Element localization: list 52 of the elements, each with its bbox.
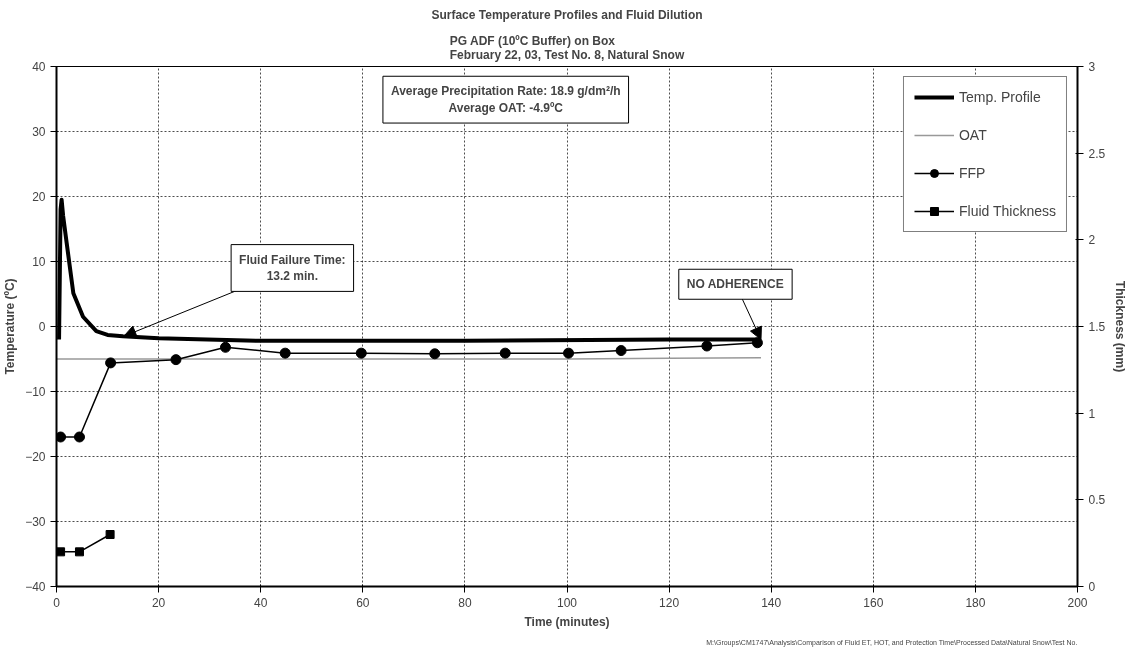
y-tick-label: −30 (25, 515, 46, 529)
x-tick-label: 100 (556, 595, 578, 610)
point (429, 348, 441, 360)
x-tick-label: 0 (53, 595, 61, 610)
annotation: Average Precipitation Rate: 18.9 g/dm²/h Average OAT: -4.9ºC (390, 84, 621, 116)
y-tick-label: 30 (32, 125, 46, 139)
chart-subtitle: PG ADF (10ºC Buffer) on Box February 22, 03, Test No. 8, Natural Snow (449, 33, 685, 62)
point (355, 347, 367, 359)
y-tick-label: −40 (25, 580, 46, 594)
point (499, 347, 511, 359)
legend-label: OAT (958, 127, 987, 143)
y2-axis-title: Thickness (mm) (1113, 280, 1128, 373)
point (73, 431, 85, 443)
point (751, 337, 763, 349)
point (56, 431, 67, 443)
y-tick-label: 0 (38, 320, 46, 334)
y-tick-label: −10 (25, 385, 46, 399)
y-axis-title: Temperature (ºC) (3, 278, 18, 375)
x-tick-label: 40 (254, 595, 268, 610)
legend-label: FFP (958, 165, 986, 181)
legend-label: Fluid Thickness (958, 203, 1056, 219)
x-tick-label: 200 (1067, 595, 1088, 610)
x-tick-label: 160 (863, 595, 884, 610)
y2-tick-label: 0.5 (1088, 493, 1106, 508)
y2-tick-label: 1.5 (1088, 320, 1106, 334)
y2-tick-label: 2 (1088, 233, 1096, 248)
legend-label: Temp. Profile (958, 89, 1041, 105)
x-tick-label: 180 (965, 595, 986, 610)
x-tick-label: 120 (659, 595, 680, 610)
y-tick-label: −20 (25, 450, 46, 464)
point (170, 354, 182, 366)
point (701, 340, 713, 352)
y2-tick-label: 1 (1088, 406, 1096, 421)
point (105, 357, 117, 369)
x-tick-label: 60 (356, 595, 370, 610)
x-tick-label: 80 (458, 595, 472, 610)
x-tick-label: 140 (761, 595, 782, 610)
x-tick-label: 20 (151, 595, 166, 610)
y2-tick-label: 3 (1088, 60, 1096, 74)
y-tick-label: 20 (32, 190, 46, 204)
y2-tick-label: 0 (1088, 580, 1096, 594)
y2-tick-label: 2.5 (1088, 146, 1106, 161)
point (615, 345, 627, 357)
point (279, 347, 291, 359)
y-tick-label: 40 (32, 60, 46, 74)
chart-title: Surface Temperature Profiles and Fluid Dilution (431, 7, 703, 22)
y-tick-label: 10 (32, 255, 46, 269)
point (563, 347, 575, 359)
x-axis-title: Time (minutes) (524, 614, 610, 629)
point (219, 341, 231, 353)
annotation: Fluid Failure Time: 13.2 min. (239, 252, 346, 284)
annotation: NO ADHERENCE (686, 277, 784, 292)
